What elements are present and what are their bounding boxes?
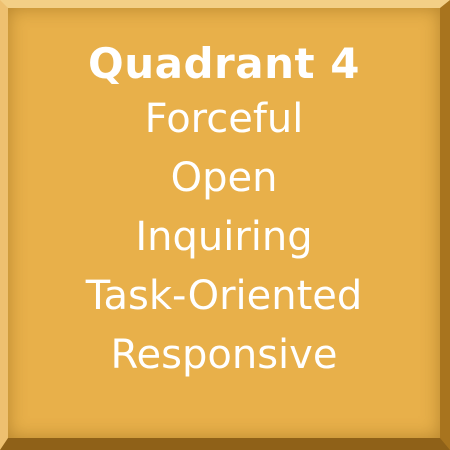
trait-responsive: Responsive — [110, 332, 338, 378]
trait-forceful: Forceful — [144, 96, 304, 142]
trait-open: Open — [170, 155, 278, 201]
trait-inquiring: Inquiring — [135, 214, 313, 260]
quadrant-title: Quadrant 4 — [88, 39, 360, 88]
tile-content: Quadrant 4 Forceful Open Inquiring Task-… — [8, 38, 440, 385]
trait-task-oriented: Task-Oriented — [85, 273, 363, 319]
